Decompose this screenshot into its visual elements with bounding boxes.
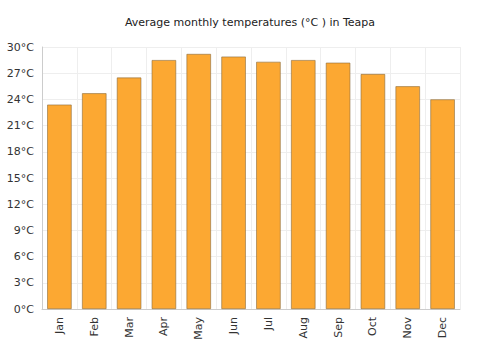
svg-text:12°C: 12°C <box>7 198 34 211</box>
svg-text:30°C: 30°C <box>7 41 34 54</box>
svg-text:Nov: Nov <box>401 317 414 339</box>
svg-text:Mar: Mar <box>123 317 136 338</box>
svg-text:6°C: 6°C <box>14 250 34 263</box>
svg-text:27°C: 27°C <box>7 67 34 80</box>
svg-text:Oct: Oct <box>366 316 379 336</box>
svg-text:Jul: Jul <box>262 317 275 331</box>
svg-text:21°C: 21°C <box>7 119 34 132</box>
svg-text:Feb: Feb <box>88 317 101 336</box>
svg-text:Jan: Jan <box>53 317 66 335</box>
svg-text:Apr: Apr <box>157 317 170 337</box>
svg-text:3°C: 3°C <box>14 276 34 289</box>
svg-text:24°C: 24°C <box>7 93 34 106</box>
svg-text:Aug: Aug <box>297 317 310 338</box>
svg-text:0°C: 0°C <box>14 303 34 316</box>
svg-text:18°C: 18°C <box>7 145 34 158</box>
svg-text:Average monthly temperatures (: Average monthly temperatures (°C ) in Te… <box>125 16 375 29</box>
svg-text:9°C: 9°C <box>14 224 34 237</box>
svg-text:15°C: 15°C <box>7 172 34 185</box>
svg-text:May: May <box>192 317 205 340</box>
svg-text:Dec: Dec <box>436 317 449 338</box>
svg-text:Jun: Jun <box>227 317 240 335</box>
svg-text:Sep: Sep <box>332 317 345 338</box>
